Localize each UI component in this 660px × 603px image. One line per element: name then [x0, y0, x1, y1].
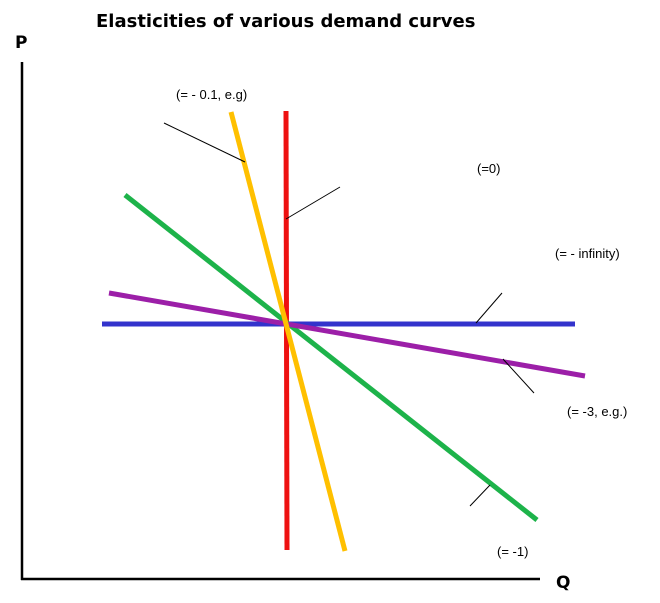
perfectly-inelastic-leader-line	[285, 186, 341, 220]
perfectly-inelastic-label: (=0)	[477, 161, 500, 176]
inelastic-curve	[228, 111, 348, 552]
unit-elastic-curve	[123, 193, 539, 522]
unit-elastic-label: (= -1)	[497, 544, 528, 559]
inelastic-leader-line	[163, 122, 246, 163]
elastic-leader-line	[502, 358, 535, 394]
perfectly-elastic-leader-line	[475, 292, 503, 324]
perfectly-elastic-label: (= - infinity)	[555, 246, 620, 261]
elastic-curve	[108, 290, 586, 379]
elastic-label: (= -3, e.g.)	[567, 404, 627, 419]
y-axis-label: P	[15, 33, 27, 53]
diagram-title: Elasticities of various demand curves	[96, 11, 475, 32]
unit-elastic-leader-line	[469, 484, 491, 507]
x-axis-label: Q	[556, 573, 570, 593]
inelastic-label: (= - 0.1, e.g)	[176, 87, 247, 102]
